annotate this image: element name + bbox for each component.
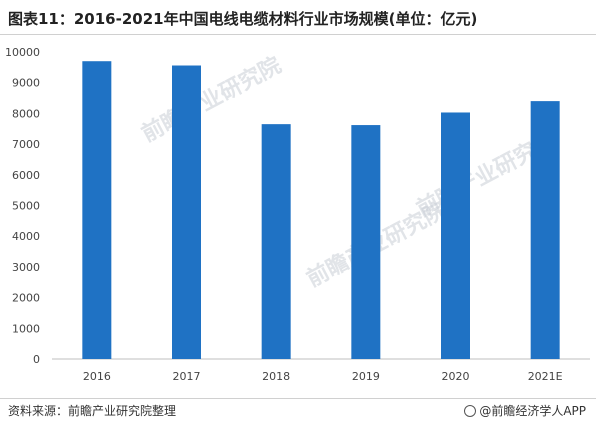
y-tick-label: 1000 [12,322,40,335]
y-tick-label: 10000 [5,46,40,59]
y-tick-label: 2000 [12,292,40,305]
y-tick-label: 7000 [12,138,40,151]
x-tick-label: 2020 [442,370,470,383]
footer-divider [0,398,596,399]
title-divider [0,34,596,35]
bar-2018 [261,124,291,360]
y-tick-label: 8000 [12,107,40,120]
x-tick-label: 2017 [173,370,201,383]
bar-2017 [172,65,201,360]
chart-title: 图表11：2016-2021年中国电线电缆材料行业市场规模(单位：亿元) [8,10,478,28]
bar-2016 [82,61,112,360]
x-tick-label: 2019 [352,370,380,383]
x-tick-label: 2016 [83,370,111,383]
x-tick-label: 2018 [262,370,290,383]
bars [82,61,560,360]
x-tick-label: 2021E [528,370,563,383]
bar-2019 [351,125,381,359]
brand-label: @前瞻经济学人APP [479,404,586,418]
y-tick-label: 5000 [12,200,40,213]
brand-credit: @前瞻经济学人APP [464,402,586,419]
y-tick-label: 9000 [12,77,40,90]
source-note: 资料来源：前瞻产业研究院整理 [8,404,177,418]
y-tick-label: 4000 [12,230,40,243]
y-tick-label: 0 [33,353,40,366]
y-tick-label: 3000 [12,261,40,274]
bar-2021E [530,101,560,360]
x-axis: 2016 2017 2018 2019 2020 2021E [83,370,563,383]
bar-2020 [441,112,470,359]
brand-logo-icon [464,404,477,417]
y-tick-label: 6000 [12,169,40,182]
y-axis: 0 1000 2000 3000 4000 5000 6000 7000 8000 9000 100… [5,46,40,366]
